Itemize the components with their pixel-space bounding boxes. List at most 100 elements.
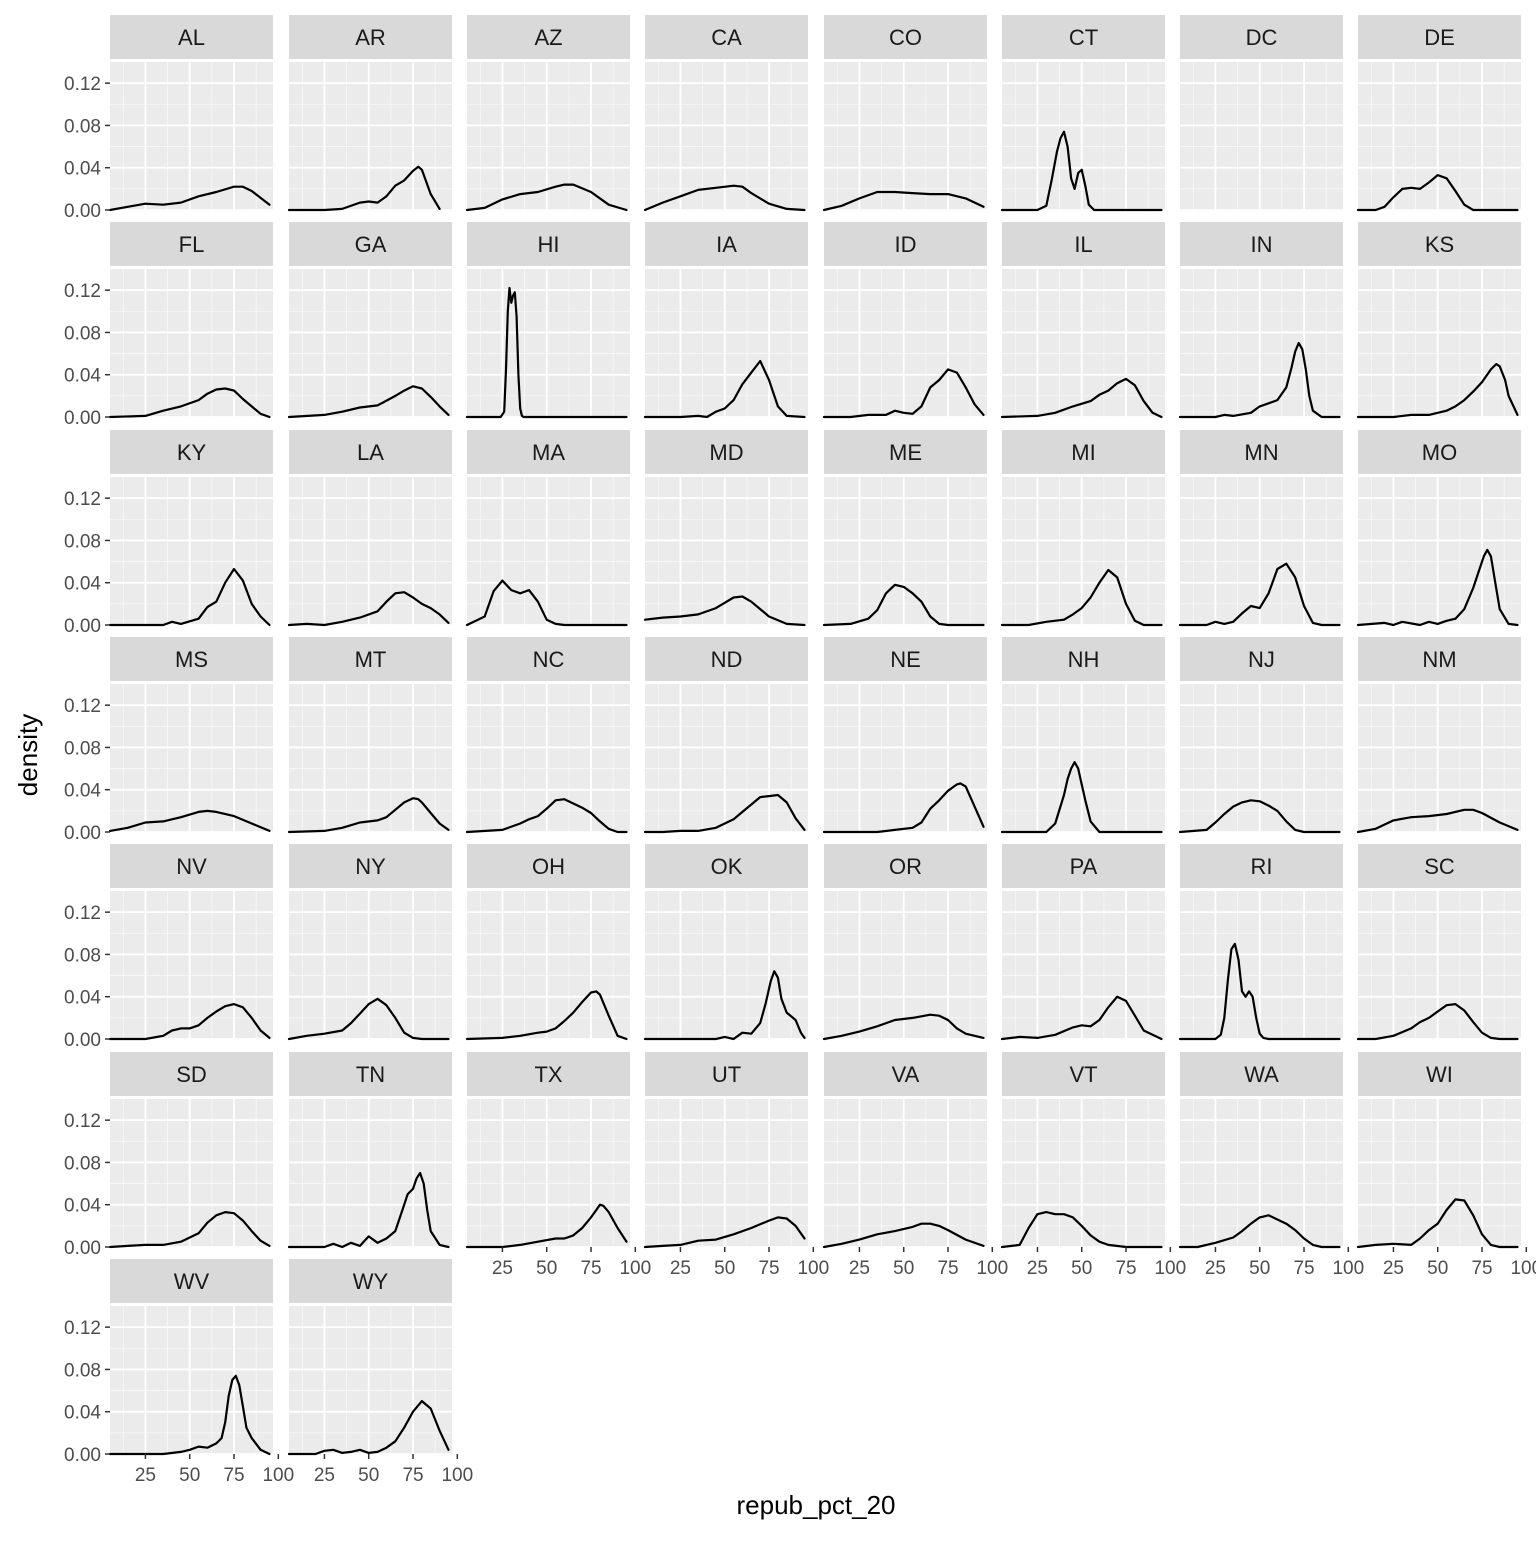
panel-background — [467, 684, 630, 832]
facet-strip — [824, 637, 987, 681]
facet-strip-label: NC — [533, 647, 565, 672]
facet-strip — [110, 844, 273, 888]
density-line-fl — [108, 387, 271, 419]
panel-background — [1358, 269, 1521, 417]
facet-strip-label: PA — [1070, 854, 1098, 879]
facet-strip — [1002, 222, 1165, 266]
facet-strip-label: AZ — [534, 25, 562, 50]
facet-strip — [824, 1052, 987, 1096]
density-line-il — [1000, 377, 1163, 419]
facet-strip — [645, 222, 808, 266]
facet-tn: TN — [287, 1052, 452, 1249]
x-tick-label: 25 — [314, 1465, 335, 1486]
y-tick-label: 0.00 — [64, 1030, 101, 1051]
facet-strip — [1180, 1052, 1343, 1096]
facet-strip-label: MO — [1422, 440, 1457, 465]
facet-vt: VT 25 50 75 100 — [1000, 1052, 1186, 1279]
density-line-wa — [1178, 1214, 1341, 1249]
panel-background — [824, 62, 987, 210]
density-line-ks — [1356, 363, 1519, 419]
facet-strip-label: AL — [178, 25, 205, 50]
x-tick-label: 50 — [536, 1258, 557, 1279]
facet-strip — [1180, 222, 1343, 266]
facet-strip-label: LA — [357, 440, 384, 465]
panel-background — [110, 684, 273, 832]
facet-strip — [467, 15, 630, 59]
facet-strip-label: MN — [1244, 440, 1278, 465]
density-line-de — [1356, 174, 1519, 212]
panel-background — [110, 269, 273, 417]
y-tick-label: 0.00 — [64, 616, 101, 637]
facet-ks: KS — [1356, 222, 1521, 419]
density-line-co — [822, 190, 985, 212]
facet-me: ME — [822, 430, 987, 627]
y-tick-label: 0.12 — [64, 903, 101, 924]
facet-fl: FL 0.00 0.04 0.08 0.12 — [64, 222, 273, 429]
panel-background — [289, 477, 452, 625]
density-line-vt — [1000, 1211, 1163, 1249]
density-line-mo — [1356, 548, 1519, 627]
y-tick-label: 0.00 — [64, 408, 101, 429]
facet-strip — [289, 1052, 452, 1096]
density-line-mi — [1000, 568, 1163, 627]
facet-strip — [645, 430, 808, 474]
panel-background — [467, 269, 630, 417]
facet-strip — [289, 430, 452, 474]
facet-strip — [1002, 637, 1165, 681]
x-tick-label: 50 — [893, 1258, 914, 1279]
facet-strip — [467, 430, 630, 474]
x-tick-label: 100 — [1332, 1258, 1364, 1279]
facet-strip-label: UT — [712, 1062, 741, 1087]
x-tick-label: 75 — [1471, 1258, 1492, 1279]
panel-background — [1180, 1099, 1343, 1247]
panel-background — [1358, 1099, 1521, 1247]
panel-background — [467, 1099, 630, 1247]
facet-strip — [467, 844, 630, 888]
facet-nd: ND — [643, 637, 808, 834]
x-tick-label: 75 — [1115, 1258, 1136, 1279]
y-tick-label: 0.08 — [64, 116, 101, 137]
panel-background — [1180, 62, 1343, 210]
facet-strip — [645, 637, 808, 681]
facet-strip-label: WI — [1426, 1062, 1453, 1087]
y-tick-label: 0.00 — [64, 201, 101, 222]
facet-in: IN — [1178, 222, 1343, 419]
facet-strip-label: OK — [711, 854, 743, 879]
density-line-nc — [465, 798, 628, 834]
facet-ct: CT — [1000, 15, 1165, 212]
y-tick-label: 0.04 — [64, 1196, 101, 1217]
panel-background — [645, 62, 808, 210]
facet-strip-label: FL — [179, 232, 205, 257]
panel-background — [1358, 684, 1521, 832]
panel-background — [1180, 684, 1343, 832]
y-tick-label: 0.00 — [64, 1445, 101, 1466]
density-line-id — [822, 368, 985, 419]
panel-background — [645, 684, 808, 832]
facet-strip-label: KY — [177, 440, 207, 465]
facet-strip — [110, 222, 273, 266]
y-tick-label: 0.12 — [64, 1318, 101, 1339]
facet-nh: NH — [1000, 637, 1165, 834]
facet-strip-label: GA — [355, 232, 387, 257]
facet-ok: OK — [643, 844, 808, 1041]
x-tick-label: 75 — [223, 1465, 244, 1486]
y-tick-label: 0.00 — [64, 823, 101, 844]
facet-strip-label: NY — [355, 854, 386, 879]
facet-strip — [824, 430, 987, 474]
density-line-nh — [1000, 761, 1163, 834]
facet-strip — [1358, 637, 1521, 681]
facet-ri: RI — [1178, 844, 1343, 1041]
facet-md: MD — [643, 430, 808, 627]
facet-strip-label: CO — [889, 25, 922, 50]
facet-nc: NC — [465, 637, 630, 834]
panel-background — [467, 477, 630, 625]
facet-ca: CA — [643, 15, 808, 212]
density-line-va — [822, 1222, 985, 1249]
facet-strip-label: IL — [1074, 232, 1092, 257]
facet-or: OR — [822, 844, 987, 1041]
facet-mi: MI — [1000, 430, 1165, 627]
facet-hi: HI — [465, 222, 630, 419]
facet-strip-label: ME — [889, 440, 922, 465]
facet-strip — [1002, 1052, 1165, 1096]
facet-strip-label: IN — [1251, 232, 1273, 257]
